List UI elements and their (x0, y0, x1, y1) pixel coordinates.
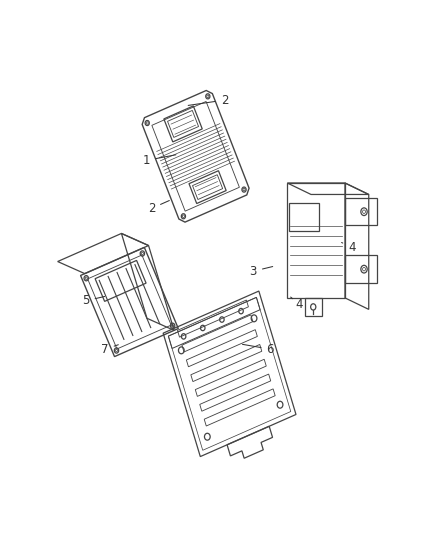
Text: 4: 4 (342, 241, 356, 254)
Text: 3: 3 (250, 265, 273, 278)
Text: 1: 1 (143, 154, 176, 167)
Text: 5: 5 (82, 294, 105, 307)
Text: 7: 7 (101, 343, 118, 356)
Text: 6: 6 (243, 343, 274, 356)
Text: 4: 4 (291, 297, 303, 311)
Text: 2: 2 (148, 200, 170, 215)
Text: 2: 2 (188, 94, 228, 107)
